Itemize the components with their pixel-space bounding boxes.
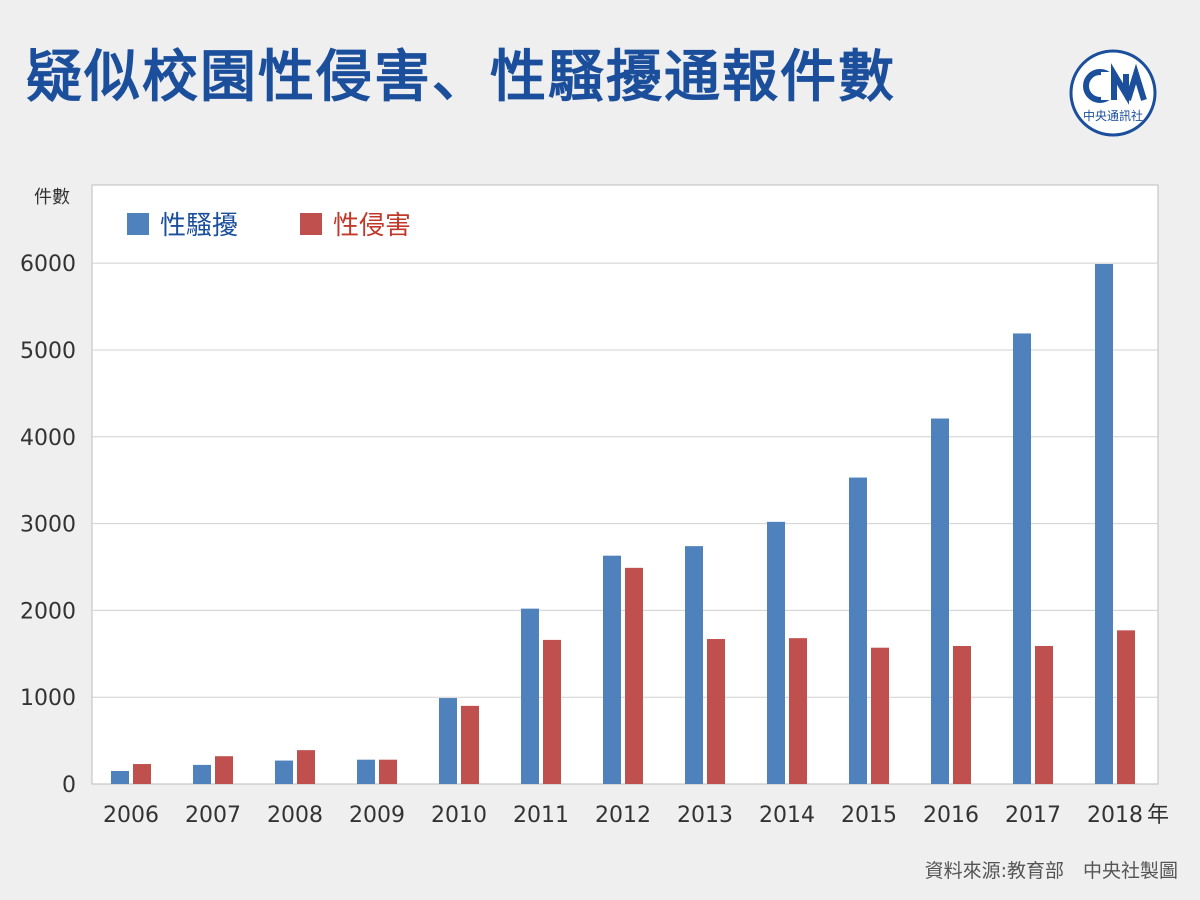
x-tick-label: 2006 (103, 803, 159, 828)
y-tick-label: 1000 (20, 686, 76, 711)
y-tick-label: 0 (62, 773, 76, 798)
bar-harassment-2013 (685, 546, 703, 784)
bar-harassment-2011 (521, 608, 539, 784)
x-tick-label: 2018 (1087, 803, 1143, 828)
bar-harassment-2010 (439, 698, 457, 784)
bar-harassment-2014 (767, 521, 785, 784)
x-tick-label: 2015 (841, 803, 897, 828)
x-tick-label: 2007 (185, 803, 241, 828)
source-note: 資料來源:教育部 中央社製圖 (924, 860, 1178, 882)
bar-harassment-2018 (1095, 263, 1113, 785)
bar-assault-2011 (543, 639, 561, 784)
y-tick-label: 2000 (20, 599, 76, 624)
y-tick-label: 6000 (20, 252, 76, 277)
bar-assault-2015 (871, 647, 889, 784)
x-tick-label: 2014 (759, 803, 815, 828)
bar-assault-2014 (789, 638, 807, 784)
x-tick-label: 2012 (595, 803, 651, 828)
bar-assault-2012 (625, 567, 643, 784)
x-tick-label: 2009 (349, 803, 405, 828)
y-tick-label: 3000 (20, 513, 76, 538)
x-tick-label: 2010 (431, 803, 487, 828)
logo-text: 中央通訊社 (1083, 108, 1143, 123)
x-axis-unit: 年 (1147, 803, 1169, 828)
bar-assault-2009 (379, 759, 397, 784)
bar-assault-2007 (215, 756, 233, 784)
chart-title: 疑似校園性侵害、性騷擾通報件數 (26, 45, 896, 110)
bar-harassment-2008 (275, 760, 293, 784)
bar-harassment-2006 (111, 770, 129, 784)
bar-assault-2008 (297, 750, 315, 784)
bar-assault-2006 (133, 764, 151, 784)
cna-logo: 中央通訊社 (1069, 49, 1157, 137)
bar-assault-2013 (707, 639, 725, 784)
bar-harassment-2016 (931, 418, 949, 784)
bar-harassment-2015 (849, 477, 867, 784)
bar-assault-2010 (461, 705, 479, 784)
x-tick-label: 2013 (677, 803, 733, 828)
bar-assault-2017 (1035, 645, 1053, 784)
y-tick-label: 4000 (20, 426, 76, 451)
bar-harassment-2017 (1013, 333, 1031, 784)
legend-swatch-harassment (127, 213, 149, 235)
x-tick-label: 2008 (267, 803, 323, 828)
legend-swatch-assault (300, 213, 322, 235)
bar-harassment-2012 (603, 555, 621, 784)
legend-label-harassment: 性騷擾 (160, 211, 238, 241)
x-tick-label: 2017 (1005, 803, 1061, 828)
y-axis-label: 件數 (34, 187, 70, 208)
x-tick-label: 2011 (513, 803, 569, 828)
legend-label-assault: 性侵害 (333, 211, 411, 241)
bar-assault-2018 (1117, 630, 1135, 784)
legend: 性騷擾 性侵害 (127, 211, 411, 241)
bar-harassment-2007 (193, 764, 211, 784)
bar-assault-2016 (953, 645, 971, 784)
bar-harassment-2009 (357, 759, 375, 784)
x-tick-label: 2016 (923, 803, 979, 828)
y-tick-label: 5000 (20, 339, 76, 364)
